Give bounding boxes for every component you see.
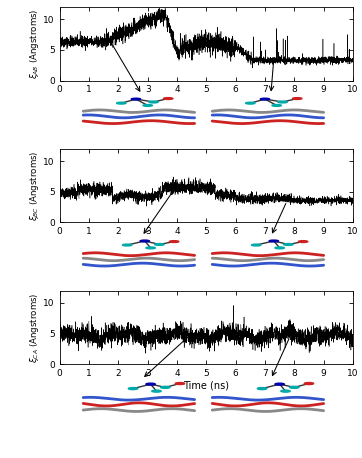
Circle shape bbox=[161, 387, 170, 388]
Circle shape bbox=[131, 98, 141, 100]
Circle shape bbox=[298, 240, 308, 242]
Circle shape bbox=[164, 98, 173, 99]
Circle shape bbox=[152, 390, 161, 392]
Circle shape bbox=[169, 240, 179, 242]
Circle shape bbox=[272, 104, 281, 106]
Circle shape bbox=[260, 98, 270, 100]
Circle shape bbox=[246, 102, 255, 104]
Circle shape bbox=[149, 101, 158, 103]
Circle shape bbox=[129, 387, 138, 390]
Circle shape bbox=[155, 244, 164, 245]
Y-axis label: $\xi_{BC}$ (Angstroms): $\xi_{BC}$ (Angstroms) bbox=[28, 150, 41, 221]
Circle shape bbox=[292, 98, 302, 99]
Circle shape bbox=[269, 240, 278, 242]
Circle shape bbox=[117, 102, 126, 104]
Circle shape bbox=[281, 390, 290, 392]
Circle shape bbox=[122, 244, 132, 246]
Circle shape bbox=[175, 382, 185, 385]
Circle shape bbox=[146, 383, 155, 385]
Y-axis label: $\xi_{CA}$ (Angstroms): $\xi_{CA}$ (Angstroms) bbox=[28, 292, 41, 363]
Circle shape bbox=[284, 244, 293, 245]
Circle shape bbox=[275, 383, 284, 385]
Circle shape bbox=[304, 382, 313, 385]
Y-axis label: $\xi_{AB}$ (Angstroms): $\xi_{AB}$ (Angstroms) bbox=[28, 9, 41, 79]
X-axis label: Time (ns): Time (ns) bbox=[183, 381, 230, 391]
Circle shape bbox=[252, 244, 261, 246]
Circle shape bbox=[275, 247, 284, 249]
Circle shape bbox=[143, 104, 152, 106]
Circle shape bbox=[290, 387, 299, 388]
Circle shape bbox=[257, 387, 267, 390]
Circle shape bbox=[140, 240, 150, 242]
Circle shape bbox=[278, 101, 287, 103]
Circle shape bbox=[146, 247, 155, 249]
